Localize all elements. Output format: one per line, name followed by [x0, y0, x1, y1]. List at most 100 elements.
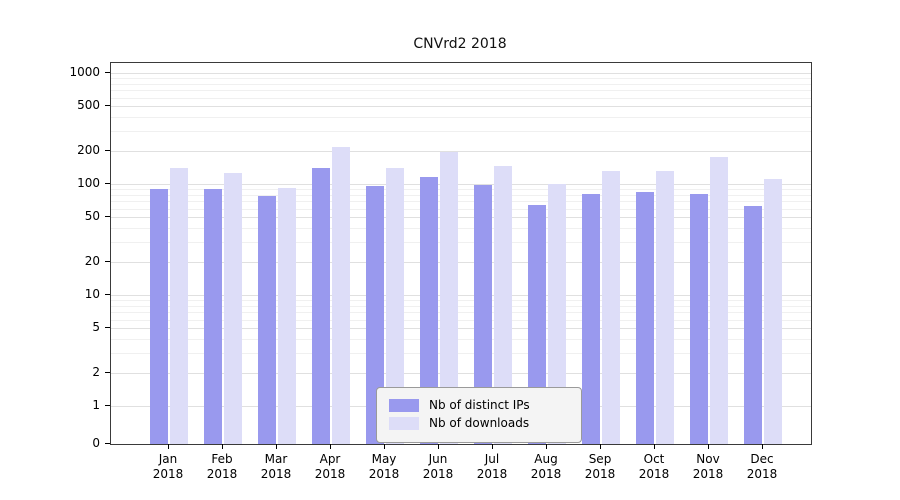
x-tick-mark-feb: [222, 444, 223, 449]
y-tick-label-2: 2: [92, 364, 100, 379]
y-tick-label-1000: 1000: [69, 65, 100, 79]
y-tick-label-0: 0: [92, 436, 100, 450]
y-tick-mark-2: [105, 371, 110, 373]
gridline-minor: [111, 90, 811, 92]
legend-item-ips: Nb of distinct IPs: [389, 398, 569, 413]
x-tick-mark-dec: [762, 444, 763, 449]
x-tick-mark-aug: [546, 444, 547, 449]
bar-downloads-sep: [602, 171, 620, 444]
gridline-minor: [111, 339, 811, 341]
bar-ips-sep: [582, 193, 600, 444]
gridline-minor: [111, 117, 811, 119]
y-tick-label-200: 200: [77, 142, 100, 157]
y-tick-mark-20: [105, 260, 110, 262]
gridline-minor: [111, 208, 811, 210]
x-tick-mark-apr: [330, 444, 331, 449]
y-tick-label-5: 5: [92, 320, 100, 335]
y-tick-mark-5: [105, 327, 110, 329]
bar-downloads-jun: [440, 151, 458, 444]
gridline-major: [111, 372, 811, 374]
bar-downloads-may: [386, 167, 404, 444]
x-tick-label-nov: Nov 2018: [692, 452, 724, 481]
y-tick-mark-0: [105, 443, 110, 444]
x-tick-mark-may: [384, 444, 385, 449]
y-tick-mark-500: [105, 105, 110, 107]
x-tick-mark-jul: [492, 444, 493, 449]
bar-ips-nov: [690, 193, 708, 444]
x-tick-label-sep: Sep 2018: [584, 452, 616, 481]
x-tick-label-may: May 2018: [368, 452, 400, 481]
gridline-minor: [111, 97, 811, 99]
bar-downloads-nov: [710, 157, 728, 444]
x-tick-mark-mar: [276, 444, 277, 449]
x-tick-label-jun: Jun 2018: [422, 452, 454, 481]
bar-ips-mar: [258, 195, 276, 444]
gridline-minor: [111, 353, 811, 355]
y-tick-mark-10: [105, 294, 110, 295]
gridline-minor: [111, 228, 811, 230]
legend-swatch-downloads-icon: [389, 417, 419, 430]
bar-ips-jun: [420, 177, 438, 444]
bar-ips-apr: [312, 167, 330, 444]
x-tick-label-jan: Jan 2018: [152, 452, 184, 481]
legend-swatch-ips-icon: [389, 399, 419, 412]
bar-ips-aug: [528, 204, 546, 444]
gridline-major: [111, 261, 811, 263]
gridline-major: [111, 184, 811, 185]
legend: Nb of distinct IPs Nb of downloads: [376, 387, 582, 443]
bar-downloads-jan: [170, 167, 188, 444]
gridline-major: [111, 217, 811, 219]
gridline-major: [111, 106, 811, 108]
x-tick-mark-sep: [600, 444, 601, 449]
y-tick-label-20: 20: [84, 253, 100, 268]
gridline-minor: [111, 78, 811, 80]
x-tick-label-mar: Mar 2018: [260, 452, 292, 481]
gridline-minor: [111, 300, 811, 302]
y-tick-mark-1: [105, 405, 110, 406]
plot-area: [110, 62, 812, 445]
bar-downloads-feb: [224, 173, 242, 444]
bar-ips-jan: [150, 189, 168, 444]
gridline-minor: [111, 319, 811, 321]
x-tick-mark-nov: [708, 444, 709, 449]
y-tick-label-50: 50: [84, 209, 100, 224]
bar-downloads-oct: [656, 171, 674, 444]
gridline-minor: [111, 201, 811, 203]
y-tick-label-100: 100: [77, 176, 100, 190]
gridline-major: [111, 295, 811, 296]
gridline-major: [111, 73, 811, 74]
y-tick-label-1: 1: [92, 398, 100, 412]
y-tick-mark-1000: [105, 72, 110, 73]
gridline-minor: [111, 83, 811, 85]
bar-downloads-apr: [332, 147, 350, 444]
gridline-major: [111, 328, 811, 330]
bar-downloads-jul: [494, 166, 512, 444]
y-tick-mark-50: [105, 216, 110, 218]
y-tick-label-10: 10: [84, 287, 100, 301]
x-tick-label-apr: Apr 2018: [314, 452, 346, 481]
legend-item-downloads: Nb of downloads: [389, 416, 569, 431]
bar-ips-feb: [204, 189, 222, 444]
chart-title: CNVrd2 2018: [413, 36, 507, 52]
x-tick-label-aug: Aug 2018: [530, 452, 562, 481]
y-tick-mark-200: [105, 149, 110, 151]
x-tick-label-dec: Dec 2018: [746, 452, 778, 481]
gridline-minor: [111, 189, 811, 191]
gridline-minor: [111, 131, 811, 133]
bar-ips-jul: [474, 185, 492, 444]
x-tick-mark-jan: [168, 444, 169, 449]
y-tick-mark-100: [105, 183, 110, 184]
gridline-minor: [111, 194, 811, 196]
bar-downloads-mar: [278, 188, 296, 444]
bar-downloads-dec: [764, 179, 782, 444]
x-tick-label-oct: Oct 2018: [638, 452, 670, 481]
x-tick-label-jul: Jul 2018: [476, 452, 508, 481]
gridline-minor: [111, 305, 811, 307]
legend-label-downloads: Nb of downloads: [429, 416, 530, 430]
bar-downloads-aug: [548, 184, 566, 444]
legend-label-ips: Nb of distinct IPs: [429, 398, 530, 412]
x-tick-mark-jun: [438, 444, 439, 449]
y-tick-label-500: 500: [77, 98, 100, 113]
bar-ips-dec: [744, 206, 762, 444]
